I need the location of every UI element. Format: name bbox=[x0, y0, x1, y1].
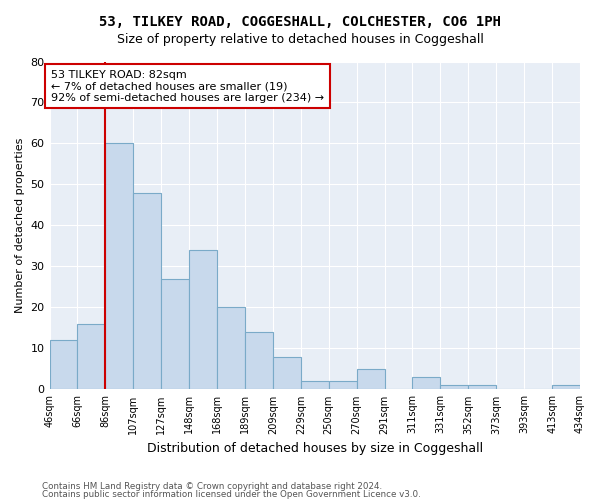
Y-axis label: Number of detached properties: Number of detached properties bbox=[15, 138, 25, 313]
Bar bbox=[301, 381, 329, 390]
Bar bbox=[552, 386, 580, 390]
X-axis label: Distribution of detached houses by size in Coggeshall: Distribution of detached houses by size … bbox=[147, 442, 483, 455]
Bar bbox=[106, 144, 133, 390]
Bar bbox=[189, 250, 217, 390]
Text: Contains public sector information licensed under the Open Government Licence v3: Contains public sector information licen… bbox=[42, 490, 421, 499]
Bar bbox=[329, 381, 356, 390]
Text: 53 TILKEY ROAD: 82sqm
← 7% of detached houses are smaller (19)
92% of semi-detac: 53 TILKEY ROAD: 82sqm ← 7% of detached h… bbox=[51, 70, 324, 103]
Bar bbox=[440, 386, 469, 390]
Bar bbox=[356, 369, 385, 390]
Bar bbox=[50, 340, 77, 390]
Bar bbox=[217, 308, 245, 390]
Text: 53, TILKEY ROAD, COGGESHALL, COLCHESTER, CO6 1PH: 53, TILKEY ROAD, COGGESHALL, COLCHESTER,… bbox=[99, 15, 501, 29]
Bar bbox=[133, 192, 161, 390]
Bar bbox=[161, 279, 189, 390]
Bar bbox=[245, 332, 273, 390]
Bar bbox=[469, 386, 496, 390]
Bar bbox=[77, 324, 106, 390]
Bar bbox=[273, 356, 301, 390]
Bar bbox=[412, 377, 440, 390]
Text: Contains HM Land Registry data © Crown copyright and database right 2024.: Contains HM Land Registry data © Crown c… bbox=[42, 482, 382, 491]
Text: Size of property relative to detached houses in Coggeshall: Size of property relative to detached ho… bbox=[116, 32, 484, 46]
